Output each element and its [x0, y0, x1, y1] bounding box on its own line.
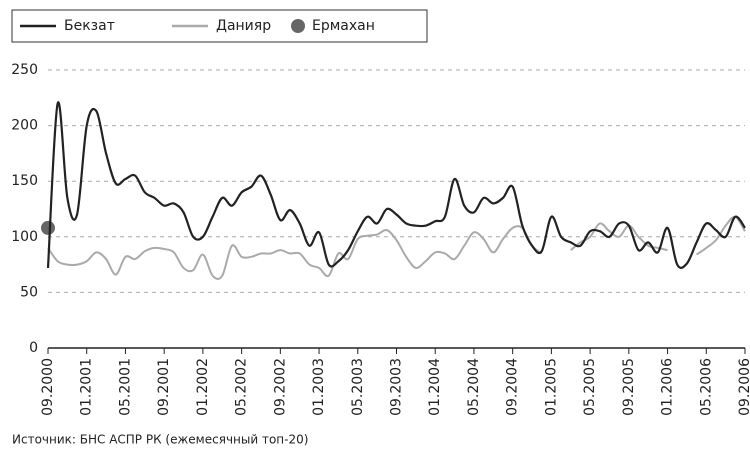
series-line: [47, 215, 746, 280]
y-tick-label: 200: [11, 118, 38, 134]
legend-label: Бекзат: [64, 18, 115, 34]
series-line: [46, 101, 746, 269]
x-tick-label: 09.2006: [737, 358, 750, 416]
x-tick-label: 09.2004: [505, 358, 521, 416]
x-tick-label: 09.2005: [621, 358, 637, 416]
y-tick-label: 100: [11, 229, 38, 245]
x-tick-label: 09.2003: [389, 358, 405, 416]
point: [41, 220, 55, 235]
x-tick-label: 01.2002: [195, 358, 211, 416]
y-tick-label: 50: [20, 284, 38, 300]
x-tick-label: 05.2005: [582, 358, 598, 416]
x-tick-label: 09.2001: [156, 358, 172, 416]
x-tick-label: 01.2001: [79, 358, 95, 416]
x-tick-label: 09.2002: [272, 358, 288, 416]
x-tick-label: 05.2001: [117, 358, 133, 416]
y-tick-label: 250: [11, 62, 38, 78]
y-tick-label: 150: [11, 173, 38, 189]
x-tick-label: 05.2006: [698, 358, 714, 416]
x-tick-label: 01.2004: [427, 358, 443, 416]
legend-label: Данияр: [216, 18, 271, 34]
x-tick-label: 05.2003: [350, 358, 366, 416]
x-tick-label: 09.2000: [40, 358, 56, 416]
legend-marker: [291, 19, 305, 33]
legend-label: Ермахан: [312, 18, 375, 34]
source-note: Источник: БНС АСПР РК (ежемесячный топ-2…: [12, 433, 308, 447]
x-tick-label: 01.2003: [311, 358, 327, 416]
y-tick-label: 0: [29, 340, 38, 356]
legend-box: [11, 9, 428, 43]
x-tick-label: 05.2004: [466, 358, 482, 416]
x-tick-label: 05.2002: [234, 358, 250, 416]
x-tick-label: 01.2005: [543, 358, 559, 416]
x-tick-label: 01.2006: [660, 358, 676, 416]
